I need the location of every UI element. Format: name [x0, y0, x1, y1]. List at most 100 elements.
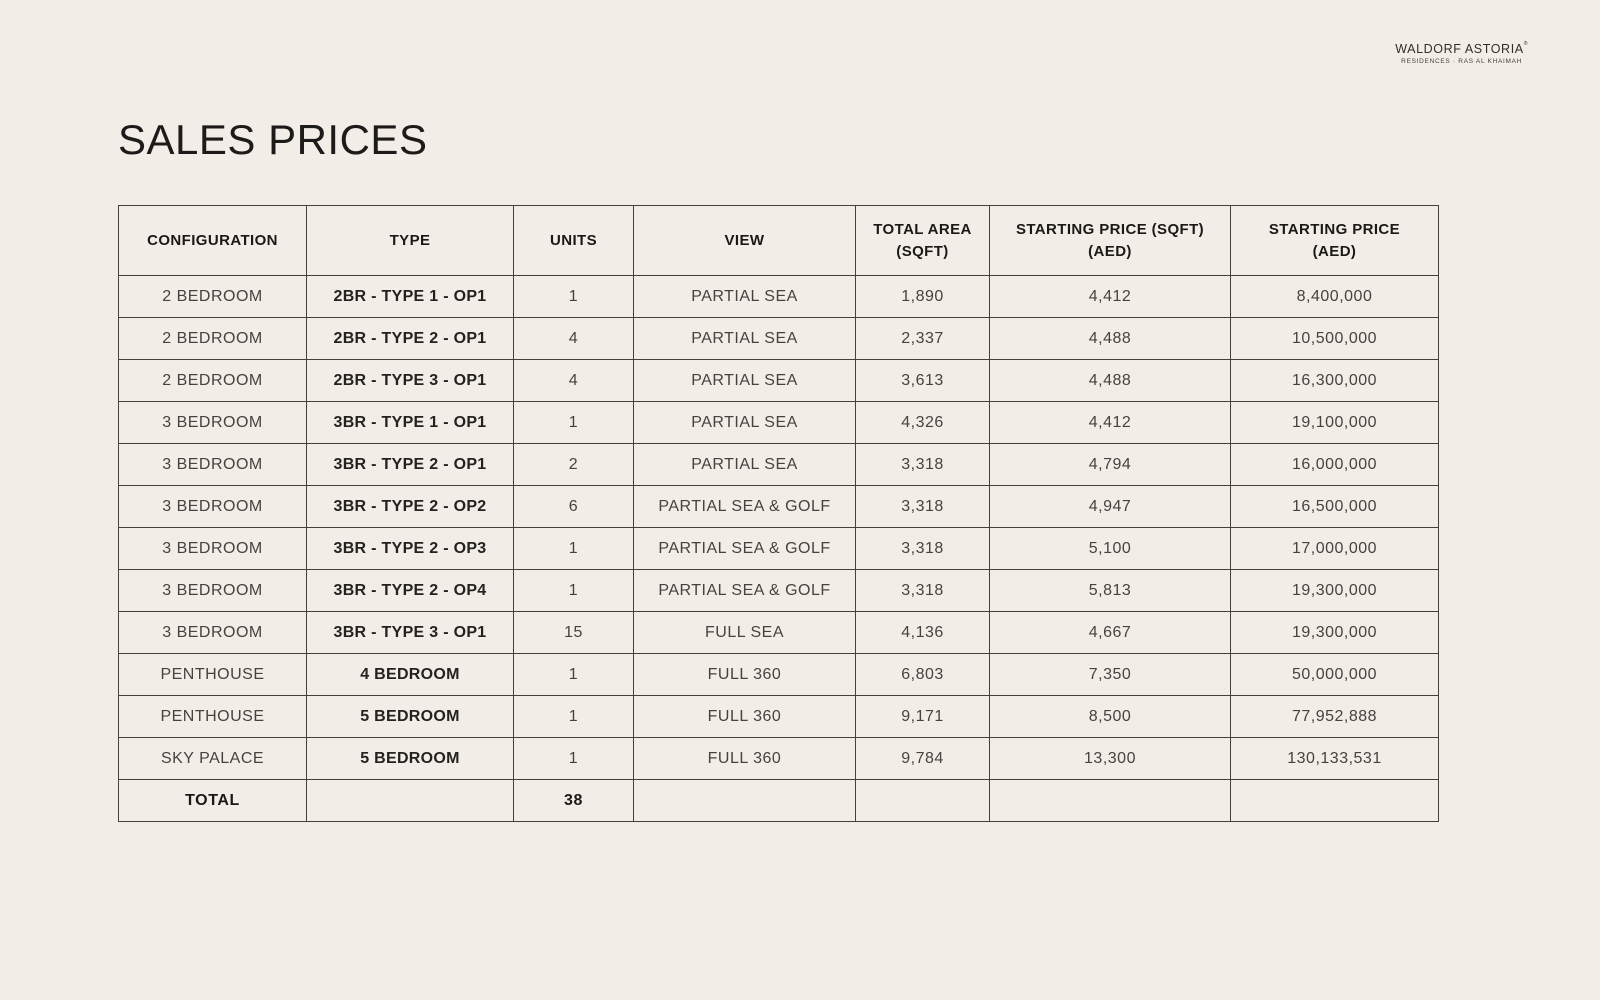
cell-total-area: 2,337	[855, 317, 990, 360]
brand-subtitle: RESIDENCES · RAS AL KHAIMAH	[1401, 58, 1523, 65]
table-body: 2 BEDROOM 2BR - TYPE 1 - OP1 1 PARTIAL S…	[118, 275, 1439, 822]
cell-starting-price: 77,952,888	[1230, 695, 1439, 738]
column-header-configuration: CONFIGURATION	[118, 205, 307, 276]
table-row: 3 BEDROOM 3BR - TYPE 1 - OP1 1 PARTIAL S…	[118, 401, 1439, 444]
cell-total-area: 3,318	[855, 485, 990, 528]
cell-view: PARTIAL SEA & GOLF	[633, 569, 856, 612]
cell-view: FULL 360	[633, 695, 856, 738]
cell-configuration: PENTHOUSE	[118, 695, 307, 738]
column-header-total-area: TOTAL AREA (SQFT)	[855, 205, 990, 276]
total-empty-area	[855, 779, 990, 822]
cell-starting-price: 16,300,000	[1230, 359, 1439, 402]
cell-starting-price-sqft: 5,813	[989, 569, 1231, 612]
cell-type: 3BR - TYPE 2 - OP1	[306, 443, 514, 486]
table-row: 3 BEDROOM 3BR - TYPE 2 - OP2 6 PARTIAL S…	[118, 485, 1439, 528]
cell-total-area: 6,803	[855, 653, 990, 696]
cell-units: 1	[513, 527, 634, 570]
cell-units: 15	[513, 611, 634, 654]
cell-units: 2	[513, 443, 634, 486]
cell-view: PARTIAL SEA	[633, 359, 856, 402]
cell-units: 1	[513, 695, 634, 738]
table-row: PENTHOUSE 5 BEDROOM 1 FULL 360 9,171 8,5…	[118, 695, 1439, 738]
cell-type: 2BR - TYPE 3 - OP1	[306, 359, 514, 402]
column-header-label: TYPE	[389, 231, 431, 249]
cell-total-area: 4,136	[855, 611, 990, 654]
cell-starting-price-sqft: 4,947	[989, 485, 1231, 528]
total-empty-view	[633, 779, 856, 822]
cell-configuration: 3 BEDROOM	[118, 443, 307, 486]
table-row: 2 BEDROOM 2BR - TYPE 1 - OP1 1 PARTIAL S…	[118, 275, 1439, 318]
cell-starting-price-sqft: 4,667	[989, 611, 1231, 654]
cell-units: 1	[513, 569, 634, 612]
table-row: 3 BEDROOM 3BR - TYPE 2 - OP1 2 PARTIAL S…	[118, 443, 1439, 486]
table-row: 2 BEDROOM 2BR - TYPE 3 - OP1 4 PARTIAL S…	[118, 359, 1439, 402]
cell-starting-price: 17,000,000	[1230, 527, 1439, 570]
cell-starting-price-sqft: 13,300	[989, 737, 1231, 780]
cell-starting-price: 16,000,000	[1230, 443, 1439, 486]
cell-view: FULL SEA	[633, 611, 856, 654]
trademark-symbol: ®	[1523, 41, 1528, 47]
brand-logo: WALDORF ASTORIA® RESIDENCES · RAS AL KHA…	[1395, 41, 1528, 66]
column-header-label: TOTAL AREA	[873, 220, 972, 238]
column-header-subline: (SQFT)	[896, 242, 949, 260]
cell-configuration: SKY PALACE	[118, 737, 307, 780]
cell-starting-price: 10,500,000	[1230, 317, 1439, 360]
cell-starting-price: 19,300,000	[1230, 611, 1439, 654]
cell-starting-price-sqft: 4,412	[989, 275, 1231, 318]
cell-total-area: 3,318	[855, 527, 990, 570]
cell-view: FULL 360	[633, 737, 856, 780]
table-row: 3 BEDROOM 3BR - TYPE 2 - OP3 1 PARTIAL S…	[118, 527, 1439, 570]
cell-type: 5 BEDROOM	[306, 737, 514, 780]
cell-type: 3BR - TYPE 2 - OP4	[306, 569, 514, 612]
table-row: PENTHOUSE 4 BEDROOM 1 FULL 360 6,803 7,3…	[118, 653, 1439, 696]
cell-units: 6	[513, 485, 634, 528]
column-header-label: UNITS	[550, 231, 597, 249]
cell-view: FULL 360	[633, 653, 856, 696]
cell-total-area: 3,318	[855, 569, 990, 612]
column-header-type: TYPE	[306, 205, 514, 276]
cell-configuration: 3 BEDROOM	[118, 485, 307, 528]
total-empty-price-sqft	[989, 779, 1231, 822]
sales-prices-table: CONFIGURATION TYPE UNITS VIEW TOTAL AREA	[118, 205, 1439, 822]
cell-configuration: 3 BEDROOM	[118, 569, 307, 612]
cell-starting-price-sqft: 4,488	[989, 359, 1231, 402]
table-row: 3 BEDROOM 3BR - TYPE 3 - OP1 15 FULL SEA…	[118, 611, 1439, 654]
cell-configuration: 2 BEDROOM	[118, 359, 307, 402]
cell-configuration: 3 BEDROOM	[118, 401, 307, 444]
total-label: TOTAL	[118, 779, 307, 822]
brand-name: WALDORF ASTORIA®	[1395, 41, 1528, 57]
column-header-label: STARTING PRICE (SQFT)	[1015, 220, 1205, 238]
cell-type: 2BR - TYPE 2 - OP1	[306, 317, 514, 360]
total-units: 38	[513, 779, 634, 822]
cell-total-area: 1,890	[855, 275, 990, 318]
column-header-label: STARTING PRICE	[1268, 220, 1401, 238]
cell-starting-price: 16,500,000	[1230, 485, 1439, 528]
cell-total-area: 4,326	[855, 401, 990, 444]
column-header-units: UNITS	[513, 205, 634, 276]
cell-configuration: PENTHOUSE	[118, 653, 307, 696]
table-row: 2 BEDROOM 2BR - TYPE 2 - OP1 4 PARTIAL S…	[118, 317, 1439, 360]
cell-configuration: 3 BEDROOM	[118, 611, 307, 654]
cell-starting-price-sqft: 7,350	[989, 653, 1231, 696]
cell-type: 3BR - TYPE 1 - OP1	[306, 401, 514, 444]
column-header-subline: (AED)	[1088, 242, 1132, 260]
total-empty-price	[1230, 779, 1439, 822]
cell-starting-price: 50,000,000	[1230, 653, 1439, 696]
column-header-starting-price-sqft: STARTING PRICE (SQFT) (AED)	[989, 205, 1231, 276]
column-header-view: VIEW	[633, 205, 856, 276]
column-header-starting-price: STARTING PRICE (AED)	[1230, 205, 1439, 276]
cell-units: 1	[513, 653, 634, 696]
cell-view: PARTIAL SEA	[633, 401, 856, 444]
cell-units: 1	[513, 275, 634, 318]
cell-units: 1	[513, 737, 634, 780]
cell-starting-price-sqft: 5,100	[989, 527, 1231, 570]
table-row: 3 BEDROOM 3BR - TYPE 2 - OP4 1 PARTIAL S…	[118, 569, 1439, 612]
cell-starting-price: 19,100,000	[1230, 401, 1439, 444]
cell-total-area: 3,318	[855, 443, 990, 486]
cell-type: 2BR - TYPE 1 - OP1	[306, 275, 514, 318]
table-row: SKY PALACE 5 BEDROOM 1 FULL 360 9,784 13…	[118, 737, 1439, 780]
cell-starting-price-sqft: 4,488	[989, 317, 1231, 360]
cell-total-area: 9,784	[855, 737, 990, 780]
cell-view: PARTIAL SEA & GOLF	[633, 485, 856, 528]
